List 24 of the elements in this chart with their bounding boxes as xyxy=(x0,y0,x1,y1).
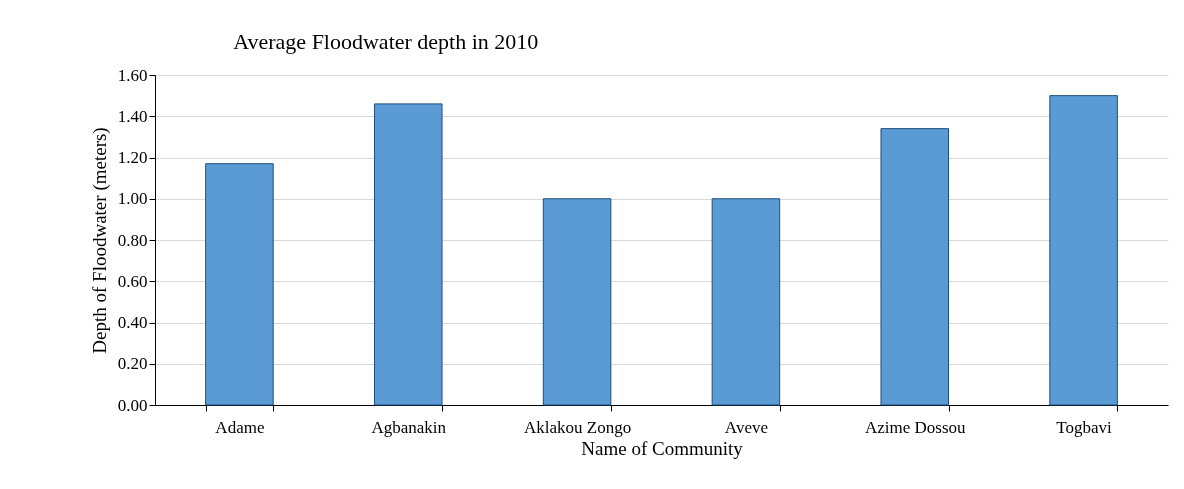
y-tick-label: 0.80 xyxy=(117,230,148,250)
x-axis-title: Name of Community xyxy=(581,437,744,459)
y-tick-label: 1.60 xyxy=(117,65,148,85)
chart-title: Average Floodwater depth in 2010 xyxy=(233,29,539,54)
y-axis-title: Depth of Floodwater (meters) xyxy=(88,127,111,354)
x-tick-label: Azime Dossou xyxy=(864,417,967,437)
bar xyxy=(542,198,612,406)
bar xyxy=(205,163,274,406)
y-tick-label: 1.20 xyxy=(117,148,148,167)
bar xyxy=(373,103,443,406)
y-tick-label: 0.00 xyxy=(117,395,148,415)
y-tick-label: 1.40 xyxy=(117,106,148,126)
bar xyxy=(1049,95,1118,406)
y-tick-label: 0.20 xyxy=(117,354,148,374)
bar xyxy=(711,198,781,406)
x-tick-label: Togbavi xyxy=(1056,417,1113,437)
y-tick-label: 1.00 xyxy=(117,189,148,209)
y-tick-label: 0.40 xyxy=(117,313,148,332)
x-tick-label: Agbanakin xyxy=(371,417,447,437)
x-tick-label: Aveve xyxy=(724,417,768,437)
x-tick-label: Adame xyxy=(215,417,265,437)
x-tick-label: Aklakou Zongo xyxy=(523,417,632,437)
y-tick-label: 0.60 xyxy=(117,271,148,291)
bar xyxy=(880,128,950,406)
